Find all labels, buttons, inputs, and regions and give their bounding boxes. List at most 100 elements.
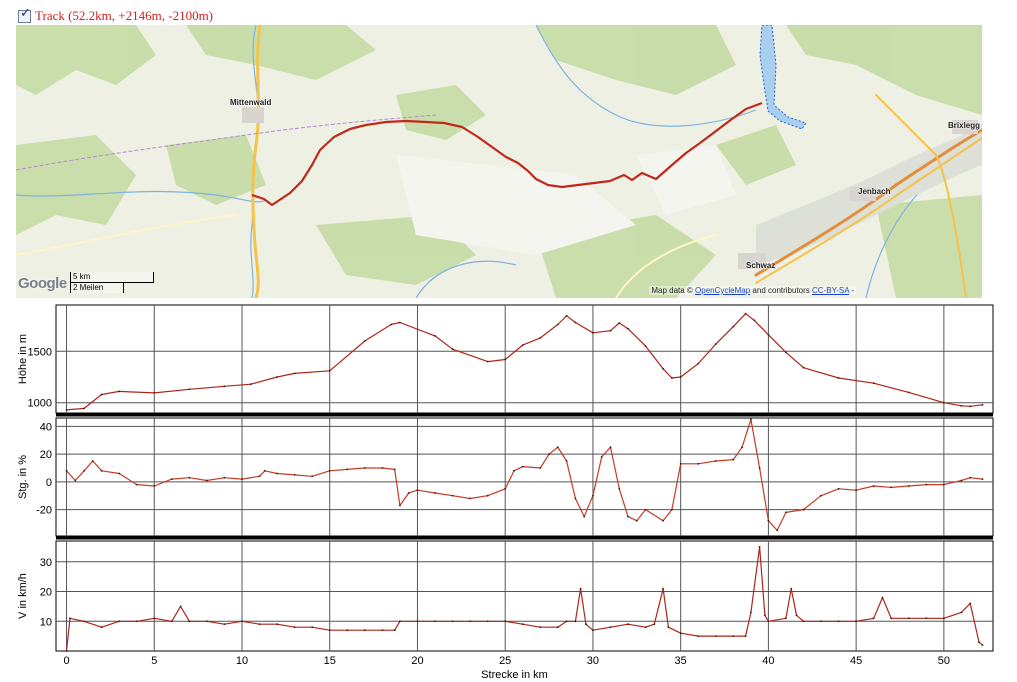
data-point (714, 460, 717, 462)
data-point (969, 405, 972, 408)
data-point (679, 462, 682, 465)
data-point (872, 382, 875, 385)
data-point (753, 319, 756, 322)
data-point (100, 393, 103, 396)
data-point (293, 474, 296, 476)
data-point (521, 623, 524, 626)
map-logo: Google (18, 275, 67, 292)
data-point (135, 483, 138, 486)
x-tick-label: 15 (324, 655, 336, 667)
x-tick-label: 25 (499, 655, 511, 667)
data-point (390, 323, 392, 326)
map-town-jenbach: Jenbach (858, 187, 891, 196)
data-point (978, 641, 980, 643)
map-attribution-prefix: Map data © (651, 286, 693, 295)
data-point (328, 469, 331, 472)
opencyclemap-link[interactable]: OpenCycleMap (695, 286, 751, 295)
data-point (981, 403, 984, 406)
data-point (206, 620, 208, 623)
data-point (363, 467, 366, 469)
data-point (451, 620, 454, 623)
data-point (416, 489, 419, 492)
data-point (600, 456, 603, 458)
data-point (960, 611, 963, 614)
data-point (609, 329, 612, 332)
data-point (469, 620, 471, 623)
data-point (837, 620, 840, 623)
check-icon: ✓ (20, 5, 31, 21)
data-point (65, 409, 68, 411)
data-point (592, 331, 594, 334)
data-point (241, 620, 243, 623)
data-point (679, 632, 682, 635)
data-point (943, 617, 945, 620)
data-point (907, 617, 910, 620)
data-point (662, 367, 664, 370)
data-point (451, 494, 454, 497)
track-checkbox[interactable]: ✓ (18, 5, 31, 23)
y-tick-label: 30 (40, 557, 52, 569)
data-point (662, 519, 664, 522)
map-attribution: Map data © OpenCycleMap and contributors… (649, 286, 856, 295)
data-point (170, 620, 173, 623)
data-point (65, 650, 68, 652)
data-point (91, 460, 94, 462)
data-point (83, 407, 85, 410)
y-axis-label: Höhe in m (17, 334, 29, 384)
data-point (223, 385, 226, 388)
data-point (74, 479, 77, 482)
data-point (653, 623, 656, 626)
map-view[interactable]: Mittenwald Jenbach Schwaz Brixlegg Googl… (16, 25, 982, 298)
data-point (785, 511, 787, 514)
data-point (744, 312, 747, 315)
data-point (188, 620, 191, 623)
data-point (872, 617, 875, 620)
data-point (100, 626, 103, 629)
data-point (188, 388, 191, 391)
data-point (714, 635, 717, 637)
data-point (504, 620, 507, 623)
y-tick-label: 40 (40, 421, 52, 433)
data-point (802, 508, 805, 511)
data-point (153, 485, 156, 487)
data-point (855, 620, 857, 623)
data-point (758, 467, 761, 469)
chart-frame (55, 417, 994, 537)
data-point (249, 383, 252, 386)
chart-frame (55, 540, 994, 652)
data-point (100, 469, 103, 472)
data-point (750, 611, 752, 614)
data-point (293, 372, 296, 375)
y-axis-label: V in km/h (17, 573, 29, 619)
y-tick-label: 20 (40, 587, 52, 599)
data-point (697, 462, 700, 465)
data-point (276, 376, 278, 378)
data-point (981, 478, 984, 480)
data-point (434, 620, 436, 623)
data-point (679, 376, 682, 378)
data-point (135, 620, 138, 623)
data-point (627, 515, 629, 518)
y-tick-label: -20 (36, 505, 52, 517)
data-point (486, 360, 489, 363)
data-point (907, 485, 910, 487)
data-point (206, 479, 208, 482)
data-point (644, 626, 647, 629)
data-point (363, 340, 366, 342)
data-point (790, 587, 793, 590)
track-toggle[interactable]: ✓ Track (52.2km, +2146m, -2100m) (18, 6, 213, 26)
data-point (776, 529, 779, 532)
map-tiles (16, 25, 982, 298)
map-scale: 5 km 2 Meilen (70, 272, 180, 296)
data-point (744, 635, 747, 637)
x-tick-label: 40 (762, 655, 774, 667)
data-point (521, 344, 524, 346)
map-town-brixlegg: Brixlegg (948, 121, 981, 130)
track-label: Track (52.2km, +2146m, -2100m) (35, 8, 214, 23)
x-axis-label: Strecke in km (481, 669, 548, 681)
cc-by-sa-link[interactable]: CC-BY-SA (812, 286, 850, 295)
map-town-schwaz: Schwaz (746, 261, 776, 270)
data-point (407, 492, 410, 494)
data-point (381, 629, 384, 632)
